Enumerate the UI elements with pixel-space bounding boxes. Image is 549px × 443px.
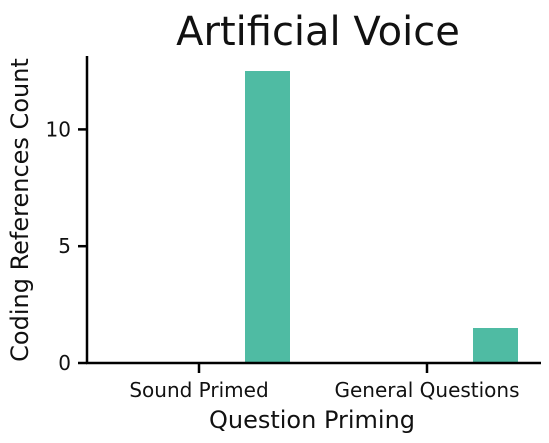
y-axis-ticks: 0 5 10 bbox=[46, 117, 87, 375]
y-tick-label: 0 bbox=[58, 351, 71, 375]
x-tick-label: Sound Primed bbox=[129, 378, 268, 402]
x-tick-label: General Questions bbox=[334, 378, 519, 402]
x-axis-ticks: Sound Primed General Questions bbox=[129, 363, 520, 402]
y-axis-label: Coding References Count bbox=[6, 58, 34, 362]
x-axis-label: Question Priming bbox=[209, 406, 415, 434]
bar-sound-primed bbox=[245, 71, 290, 363]
y-tick-label: 10 bbox=[46, 117, 71, 141]
plot-area bbox=[245, 71, 518, 363]
y-tick-label: 5 bbox=[58, 234, 71, 258]
bar-general-questions bbox=[473, 328, 518, 363]
chart-title: Artificial Voice bbox=[176, 9, 460, 55]
